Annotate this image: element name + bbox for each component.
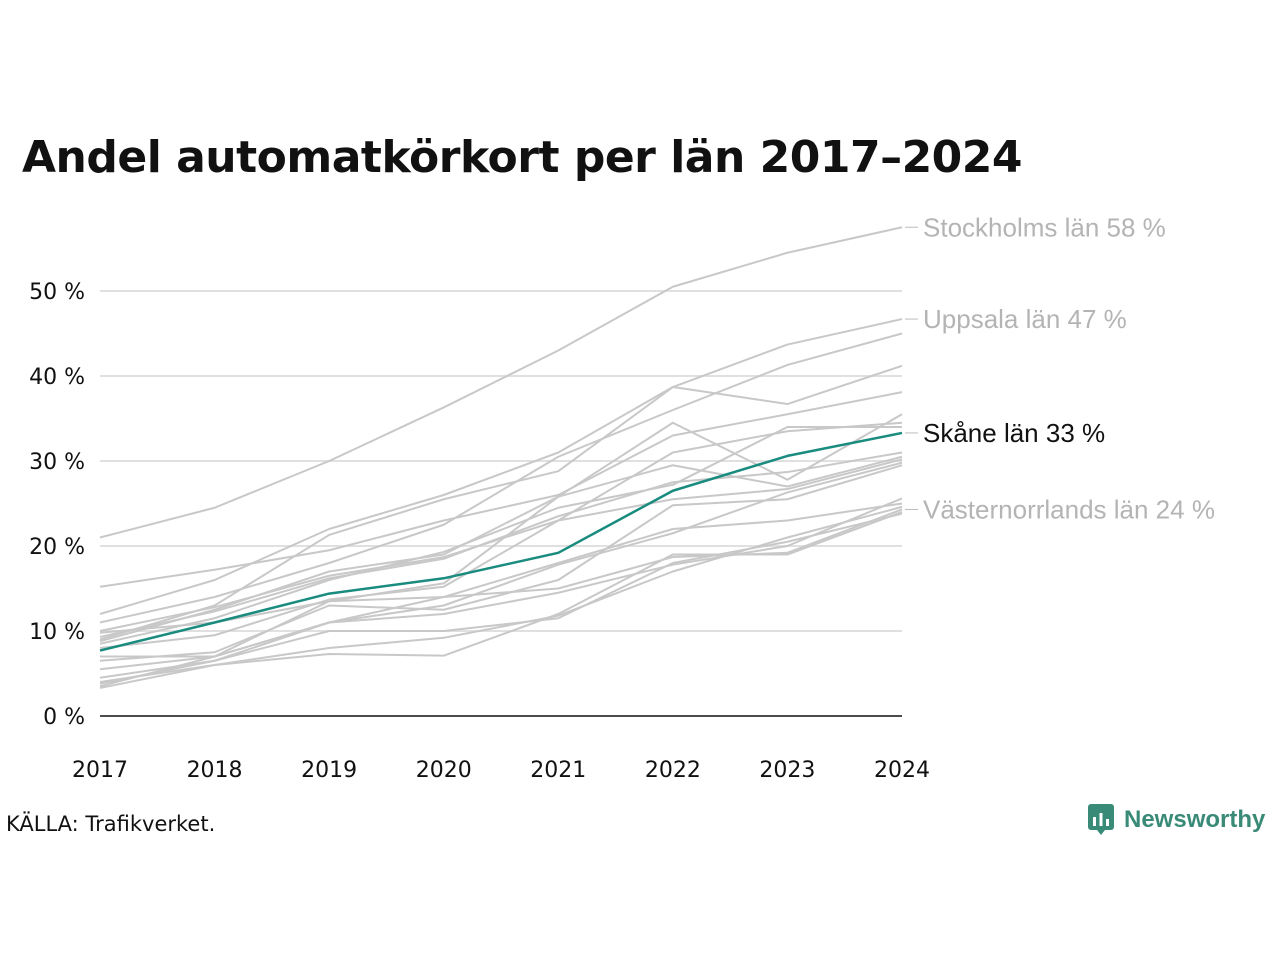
x-tick-label: 2022 xyxy=(645,758,701,783)
y-tick-label: 0 % xyxy=(43,705,85,730)
background-series xyxy=(99,226,903,689)
series-label-skåne-län: Skåne län 33 % xyxy=(923,418,1105,448)
series-line-county xyxy=(99,505,903,689)
x-tick-label: 2017 xyxy=(72,758,128,783)
x-tick-label: 2020 xyxy=(416,758,472,783)
series-line-county xyxy=(99,455,903,688)
x-tick-label: 2019 xyxy=(301,758,357,783)
y-tick-label: 50 % xyxy=(29,280,85,305)
series-line-county xyxy=(99,332,903,624)
series-line-county xyxy=(99,364,903,641)
series-line-county xyxy=(99,511,903,683)
series-line-stockholms-län xyxy=(99,226,903,539)
y-axis-ticks: 0 % 10 % 20 % 30 % 40 % 50 % xyxy=(29,280,85,730)
x-tick-label: 2018 xyxy=(187,758,243,783)
series-label-uppsala-län: Uppsala län 47 % xyxy=(923,304,1127,334)
series-line-uppsala-län xyxy=(99,318,903,615)
series-line-county xyxy=(99,451,903,638)
series-line-county xyxy=(99,391,903,588)
series-line-county xyxy=(99,497,903,679)
x-tick-label: 2021 xyxy=(530,758,586,783)
y-tick-label: 40 % xyxy=(29,365,85,390)
y-tick-label: 10 % xyxy=(29,620,85,645)
x-tick-label: 2024 xyxy=(874,758,930,783)
x-tick-label: 2023 xyxy=(759,758,815,783)
x-axis-ticks: 2017 2018 2019 2020 2021 2022 2023 2024 xyxy=(72,758,930,783)
brand-name: Newsworthy xyxy=(1124,806,1266,833)
series-label-västernorrlands-län: Västernorrlands län 24 % xyxy=(923,494,1215,524)
series-line-county xyxy=(99,413,903,643)
source-note: KÄLLA: Trafikverket. xyxy=(6,812,216,836)
highlight-series xyxy=(99,431,903,652)
series-line-skåne-län xyxy=(99,431,903,652)
grid-lines xyxy=(100,290,902,717)
series-label-stockholms-län: Stockholms län 58 % xyxy=(923,212,1166,242)
series-line-västernorrlands-län xyxy=(99,508,903,671)
series-end-labels: Stockholms län 58 % Uppsala län 47 % Skåne… xyxy=(905,212,1215,524)
y-tick-label: 30 % xyxy=(29,450,85,475)
series-line-county xyxy=(99,458,903,649)
chart-title: Andel automatkörkort per län 2017–2024 xyxy=(22,132,1023,183)
series-line-county xyxy=(99,464,903,662)
brand[interactable]: Newsworthy xyxy=(1088,804,1265,836)
series-line-county xyxy=(99,426,902,645)
y-tick-label: 20 % xyxy=(29,535,85,560)
series-line-county xyxy=(99,421,903,632)
series-line-county xyxy=(99,512,903,685)
newsworthy-logo-icon xyxy=(1088,804,1114,835)
